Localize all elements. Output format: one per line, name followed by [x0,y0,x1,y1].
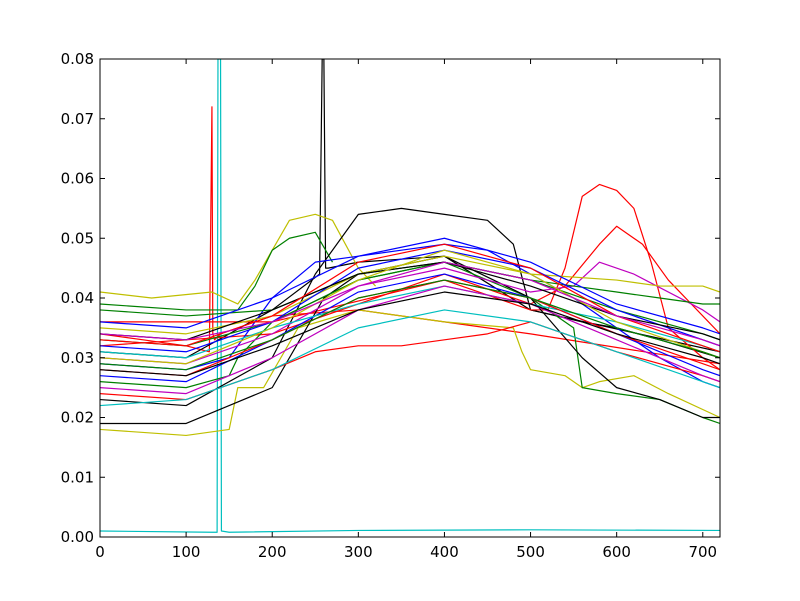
x-tick-label: 600 [602,543,631,561]
y-tick-label: 0.03 [61,349,94,367]
y-tick-label: 0.02 [61,409,94,427]
y-tick-label: 0.06 [61,170,94,188]
y-tick-label: 0.07 [61,110,94,128]
y-tick-label: 0.00 [61,528,94,546]
x-tick-label: 200 [258,543,287,561]
series-line-22 [100,285,720,395]
series-line-12 [100,273,720,383]
x-tick-label: 0 [95,543,105,561]
x-tick-label: 400 [430,543,459,561]
y-axis: 0.00 0.01 0.02 0.03 0.04 0.05 0.06 0.07 0.08 [61,50,720,546]
series-line-29 [100,261,720,347]
series-line-27 [100,243,720,353]
series-line-24 [100,249,720,365]
series-line-26 [100,279,720,371]
x-tick-label: 100 [172,543,201,561]
series-line-0 [100,59,720,533]
x-tick-label: 300 [344,543,373,561]
y-tick-label: 0.08 [61,50,94,68]
y-tick-label: 0.05 [61,229,94,247]
y-tick-label: 0.04 [61,289,94,307]
x-axis: 0 100 200 300 400 500 600 700 [95,59,717,561]
series-line-25 [100,237,720,335]
series-line-5 [100,207,720,407]
y-tick-label: 0.01 [61,468,94,486]
series-line-28 [100,291,720,377]
series-line-23 [100,309,720,407]
x-tick-label: 700 [688,543,717,561]
series-line-4 [100,231,334,311]
x-tick-label: 500 [516,543,545,561]
series-layer [100,59,720,533]
series-line-8 [100,309,720,437]
